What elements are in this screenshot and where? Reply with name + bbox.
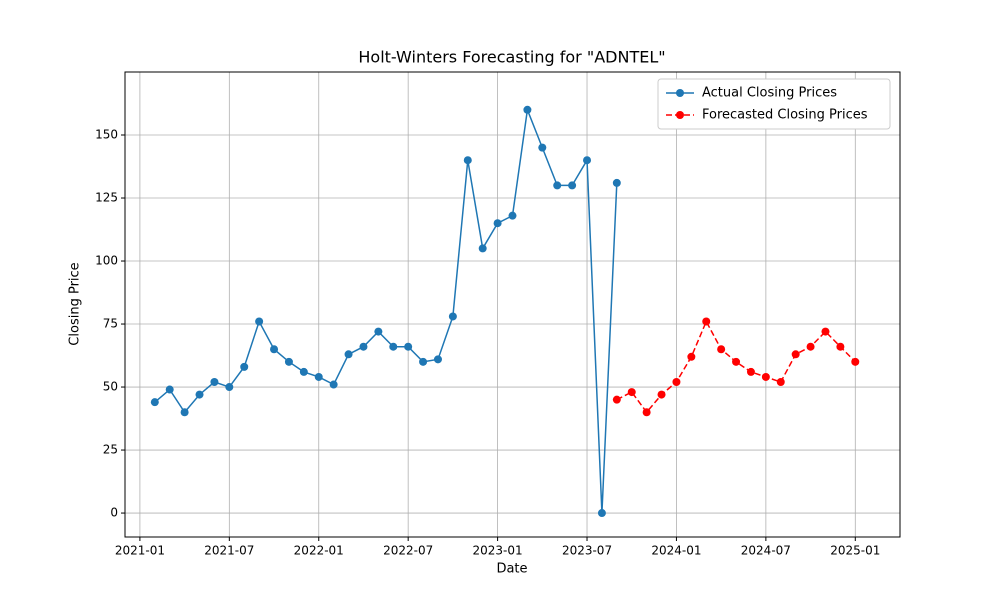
series-line bbox=[616, 319, 856, 414]
data-point bbox=[553, 181, 562, 190]
data-point bbox=[374, 327, 383, 336]
data-point bbox=[463, 156, 472, 165]
data-point bbox=[150, 398, 159, 407]
data-point bbox=[761, 372, 770, 381]
data-point bbox=[299, 367, 308, 376]
y-tick-label: 100 bbox=[95, 254, 118, 268]
legend-marker bbox=[676, 111, 684, 119]
x-axis-label: Date bbox=[496, 562, 527, 577]
grid bbox=[125, 72, 900, 537]
x-tick-label: 2021-07 bbox=[204, 544, 254, 558]
legend-label: Forecasted Closing Prices bbox=[702, 108, 868, 123]
data-point bbox=[314, 372, 323, 381]
data-point bbox=[851, 357, 860, 366]
data-point bbox=[672, 378, 681, 386]
data-point bbox=[225, 383, 234, 392]
data-point bbox=[448, 312, 457, 321]
data-point bbox=[359, 342, 368, 351]
data-point bbox=[508, 211, 517, 220]
x-tick-label: 2024-07 bbox=[741, 544, 791, 558]
x-tick-label: 2025-01 bbox=[830, 544, 880, 558]
data-point bbox=[523, 105, 532, 114]
data-point bbox=[821, 327, 830, 336]
y-tick-label: 0 bbox=[110, 506, 118, 520]
data-point bbox=[583, 156, 592, 165]
data-point bbox=[240, 362, 249, 371]
data-point bbox=[642, 408, 651, 417]
data-point bbox=[806, 342, 815, 351]
data-point bbox=[255, 317, 264, 326]
data-point bbox=[612, 178, 621, 187]
data-point bbox=[180, 408, 189, 417]
data-point bbox=[165, 385, 174, 394]
chart-title: Holt-Winters Forecasting for "ADNTEL" bbox=[358, 48, 665, 67]
data-point bbox=[702, 317, 711, 326]
legend-label: Actual Closing Prices bbox=[702, 86, 837, 101]
x-tick-label: 2023-07 bbox=[562, 544, 612, 558]
data-point bbox=[404, 342, 413, 351]
data-point bbox=[210, 378, 219, 386]
data-point bbox=[732, 357, 741, 366]
x-tick-label: 2022-07 bbox=[383, 544, 433, 558]
data-point bbox=[284, 357, 293, 366]
data-point bbox=[568, 181, 577, 190]
data-point bbox=[717, 345, 726, 354]
y-tick-label: 50 bbox=[103, 380, 118, 394]
data-point bbox=[776, 378, 785, 386]
x-tick-label: 2024-01 bbox=[651, 544, 701, 558]
data-point bbox=[836, 342, 845, 351]
plot-frame bbox=[124, 71, 901, 538]
legend-box bbox=[657, 78, 891, 130]
data-point bbox=[419, 357, 428, 366]
data-point bbox=[433, 355, 442, 364]
data-point bbox=[538, 143, 547, 152]
data-point bbox=[478, 244, 487, 253]
y-tick-label: 25 bbox=[103, 443, 118, 457]
x-tick-label: 2021-01 bbox=[115, 544, 165, 558]
y-tick-label: 150 bbox=[95, 128, 118, 142]
data-point bbox=[791, 350, 800, 359]
data-point bbox=[270, 345, 279, 354]
data-point bbox=[329, 380, 338, 389]
data-point bbox=[657, 390, 666, 399]
data-point bbox=[627, 388, 636, 397]
data-point bbox=[195, 390, 204, 399]
data-point bbox=[389, 342, 398, 351]
y-tick-label: 75 bbox=[103, 317, 118, 331]
data-point bbox=[344, 350, 353, 359]
series-line bbox=[154, 106, 618, 514]
legend-marker bbox=[676, 89, 684, 97]
data-point bbox=[597, 509, 606, 518]
y-axis-label: Closing Price bbox=[68, 262, 83, 345]
data-point bbox=[746, 367, 755, 376]
x-tick-label: 2023-01 bbox=[473, 544, 523, 558]
data-point bbox=[493, 219, 502, 228]
data-point bbox=[612, 395, 621, 404]
data-point bbox=[687, 352, 696, 361]
x-tick-label: 2022-01 bbox=[294, 544, 344, 558]
y-tick-label: 125 bbox=[95, 191, 118, 205]
